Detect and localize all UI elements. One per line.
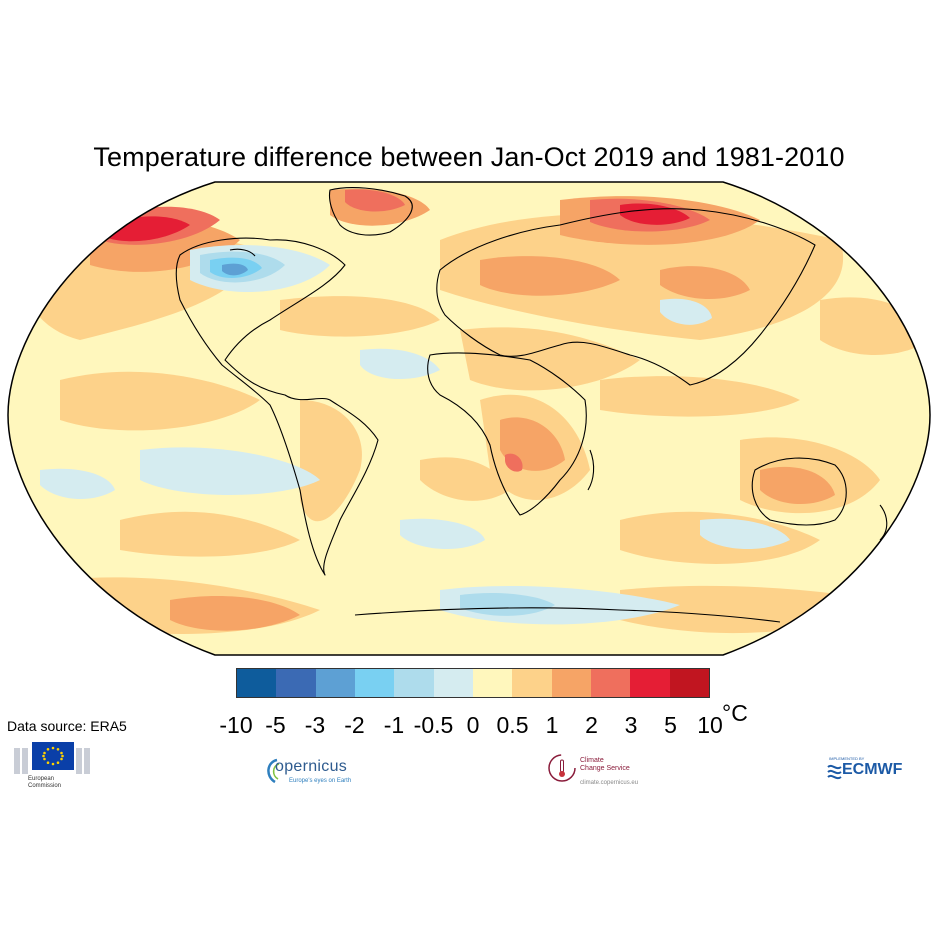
legend-swatch [276, 669, 316, 697]
ecmwf-wave-icon [827, 764, 842, 780]
legend-tick-label: 2 [585, 712, 598, 738]
legend-swatch [394, 669, 434, 697]
color-legend-bar [236, 668, 710, 698]
globe-outline [7, 181, 931, 656]
eu-building-icon [14, 748, 90, 774]
copernicus-logo: opernicus Europe's eyes on Earth [263, 754, 373, 788]
legend-swatch [433, 669, 473, 697]
legend-swatch [551, 669, 591, 697]
legend-tick-label: 0 [466, 712, 480, 738]
legend-unit: °C [722, 700, 748, 726]
legend-tick-label: 5 [664, 712, 677, 738]
legend-tick-label: -3 [304, 712, 326, 738]
map-title: Temperature difference between Jan-Oct 2… [93, 142, 845, 172]
coastlines [175, 187, 888, 623]
legend-tick-label: 0.5 [496, 712, 529, 738]
legend-swatch [630, 669, 670, 697]
legend-tick-label: 3 [624, 712, 638, 738]
legend-tick-label: -5 [265, 712, 286, 738]
legend-tick-label: -10 [219, 712, 253, 738]
legend-tick-label: -0.5 [413, 712, 454, 738]
legend-swatch [472, 669, 513, 697]
legend-tick-label: 10 [697, 712, 723, 738]
european-commission-logo: European Commission [14, 742, 94, 797]
legend-tick-label: 1 [545, 712, 559, 738]
legend-swatch [354, 669, 395, 697]
legend-swatch [669, 669, 709, 697]
ecmwf-logo: IMPLEMENTED BY ECMWF [826, 756, 926, 782]
eu-flag-icon [32, 742, 74, 770]
legend-swatch [512, 669, 552, 697]
legend-tick-label: -1 [383, 712, 405, 738]
climate-change-service-logo: Climate Change Service climate.copernicu… [546, 752, 656, 792]
legend-swatch [237, 669, 277, 697]
thermometer-icon [548, 754, 576, 782]
legend-swatch [590, 669, 631, 697]
eu-logo-text: European Commission [28, 776, 62, 789]
legend-tick-label: -2 [344, 712, 365, 738]
legend-swatch [315, 669, 355, 697]
very-cold-anomaly-areas [222, 263, 248, 276]
copernicus-arc-icon [267, 758, 280, 784]
data-source-label: Data source: ERA5 [7, 718, 127, 734]
